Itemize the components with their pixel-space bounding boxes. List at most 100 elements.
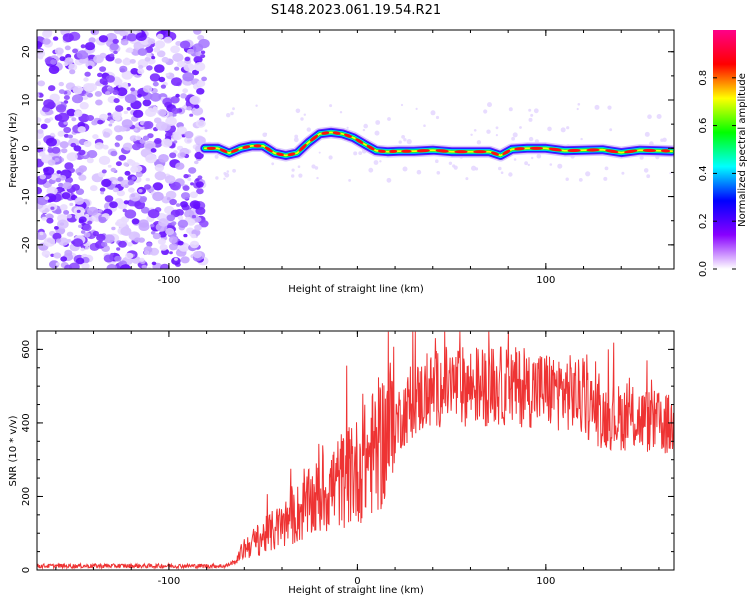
noise-blob [69, 262, 80, 269]
noise-blob [189, 95, 201, 105]
noise-blob [232, 168, 237, 173]
noise-blob [131, 176, 136, 180]
noise-blob [71, 117, 77, 122]
noise-blob [232, 107, 235, 111]
noise-blob [119, 65, 128, 73]
noise-blob [169, 198, 177, 206]
noise-blob [152, 182, 164, 191]
noise-blob [40, 123, 48, 130]
noise-blob [43, 99, 55, 109]
noise-blob [48, 65, 60, 74]
noise-blob [594, 104, 600, 110]
noise-blob [98, 216, 107, 224]
noise-blob [67, 134, 73, 139]
noise-blob [495, 126, 499, 130]
noise-blob [160, 263, 170, 269]
noise-blob [152, 191, 164, 202]
colorbar-tick-label: 0.0 [698, 261, 709, 277]
noise-blob [179, 40, 191, 49]
noise-blob [200, 50, 206, 55]
noise-blob [547, 126, 552, 132]
noise-blob [147, 209, 160, 219]
signal-peak [586, 148, 600, 152]
noise-blob [37, 186, 43, 195]
noise-blob [145, 108, 157, 117]
noise-blob [49, 260, 60, 269]
noise-blob [109, 201, 118, 209]
spectrogram-ylabel: Frequency (Hz) [8, 112, 19, 188]
noise-blob [435, 115, 440, 120]
noise-blob [145, 154, 157, 164]
noise-blob [77, 172, 82, 176]
noise-blob [353, 151, 358, 156]
noise-blob [43, 237, 56, 247]
signal-peak [548, 147, 562, 152]
noise-blob [189, 240, 200, 249]
noise-blob [161, 56, 169, 63]
noise-blob [86, 115, 95, 121]
noise-blob [37, 129, 44, 134]
noise-blob [107, 164, 112, 168]
noise-blob [42, 38, 51, 45]
noise-blob [65, 82, 76, 90]
noise-blob [104, 195, 114, 203]
noise-blob [85, 60, 95, 69]
figure-title: S148.2023.061.19.54.R21 [271, 3, 441, 18]
noise-blob [102, 144, 109, 150]
noise-blob [113, 125, 123, 133]
noise-blob [94, 142, 105, 150]
noise-blob [151, 261, 157, 266]
noise-blob [471, 165, 477, 171]
noise-blob [159, 244, 168, 251]
noise-blob [125, 252, 134, 260]
noise-blob [375, 120, 381, 125]
noise-blob [183, 62, 195, 72]
noise-blob [498, 166, 502, 171]
noise-blob [154, 64, 165, 73]
noise-blob [84, 246, 89, 250]
noise-blob [379, 160, 382, 163]
noise-blob [46, 186, 58, 196]
noise-blob [339, 111, 343, 114]
noise-blob [300, 117, 304, 121]
noise-blob [193, 30, 202, 35]
noise-blob [149, 73, 161, 82]
noise-blob [175, 209, 184, 216]
noise-blob [184, 56, 191, 62]
noise-blob [643, 168, 649, 173]
noise-blob [103, 234, 115, 244]
noise-blob [99, 78, 108, 85]
noise-blob [63, 95, 70, 100]
noise-blob [124, 209, 137, 219]
noise-blob [75, 257, 85, 265]
noise-blob [43, 167, 49, 173]
noise-blob [130, 166, 139, 173]
noise-blob [59, 56, 66, 62]
noise-blob [576, 107, 579, 111]
noise-blob [41, 216, 47, 221]
noise-blob [105, 91, 111, 96]
signal-peak [206, 146, 216, 150]
noise-blob [138, 64, 144, 70]
noise-blob [50, 132, 55, 137]
noise-blob [155, 121, 168, 131]
signal-peak [253, 144, 262, 148]
noise-blob [195, 51, 202, 57]
noise-blob [118, 154, 127, 161]
noise-blob [72, 85, 84, 95]
noise-blob [46, 137, 57, 147]
noise-blob [86, 150, 98, 159]
noise-blob [121, 70, 133, 80]
noise-blob [62, 33, 74, 43]
noise-blob [37, 93, 44, 98]
noise-blob [37, 49, 46, 59]
noise-blob [262, 132, 268, 138]
noise-blob [603, 176, 608, 181]
snr-ylabel: SNR (10 * v/v) [8, 415, 19, 486]
noise-blob [63, 126, 72, 134]
noise-blob [154, 164, 165, 172]
noise-blob [170, 96, 180, 104]
signal-peak [377, 149, 386, 153]
noise-blob [647, 114, 652, 119]
